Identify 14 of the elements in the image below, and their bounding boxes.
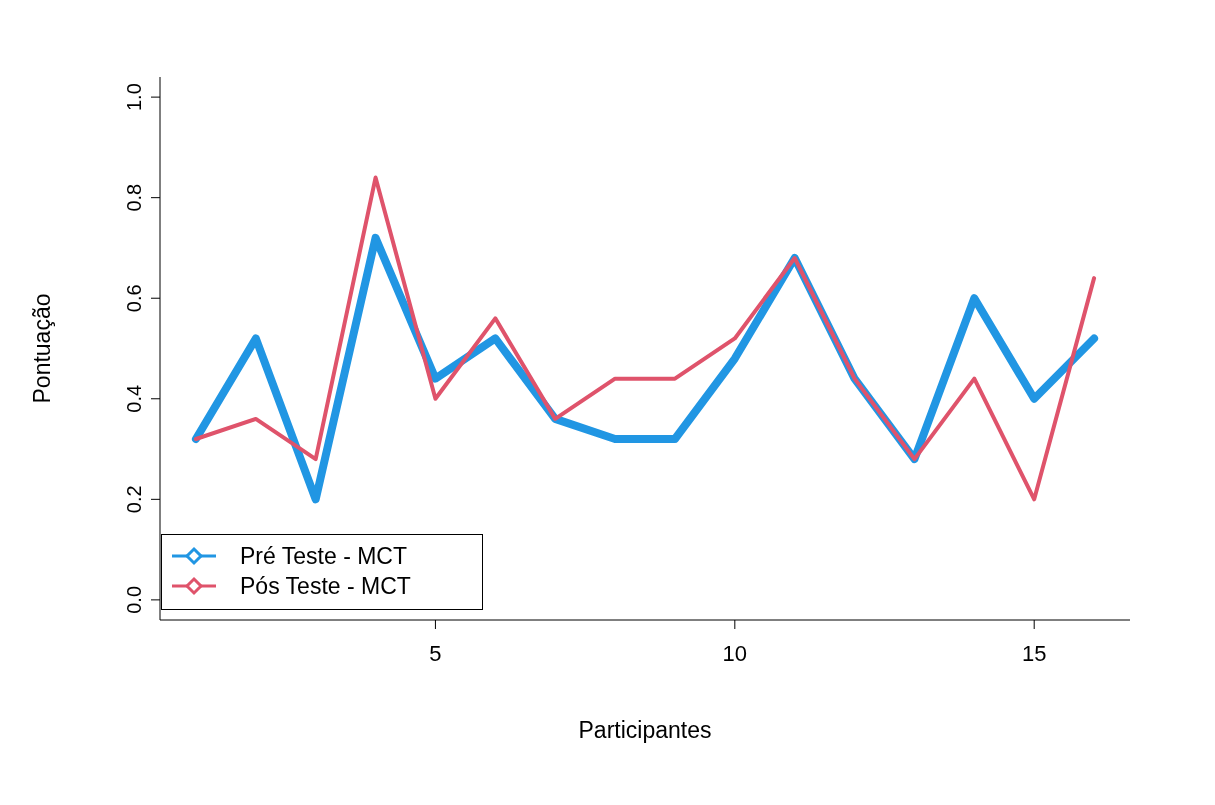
- y-tick-label: 0.2: [123, 485, 145, 514]
- legend-label: Pré Teste - MCT: [240, 542, 407, 570]
- x-tick-label: 15: [1021, 640, 1047, 666]
- y-tick-label: 0.0: [123, 585, 145, 614]
- x-tick-label: 10: [722, 640, 748, 666]
- y-tick-label: 0.8: [123, 183, 145, 212]
- x-axis-title: Participantes: [578, 717, 712, 743]
- x-tick-label: 5: [429, 640, 442, 666]
- legend-label: Pós Teste - MCT: [240, 572, 411, 600]
- line-series: [193, 175, 1097, 502]
- y-tick-label: 1.0: [123, 83, 145, 112]
- y-tick-label: 0.4: [123, 384, 145, 413]
- y-axis-title: Pontuação: [29, 293, 56, 404]
- y-tick-label: 0.6: [123, 284, 145, 313]
